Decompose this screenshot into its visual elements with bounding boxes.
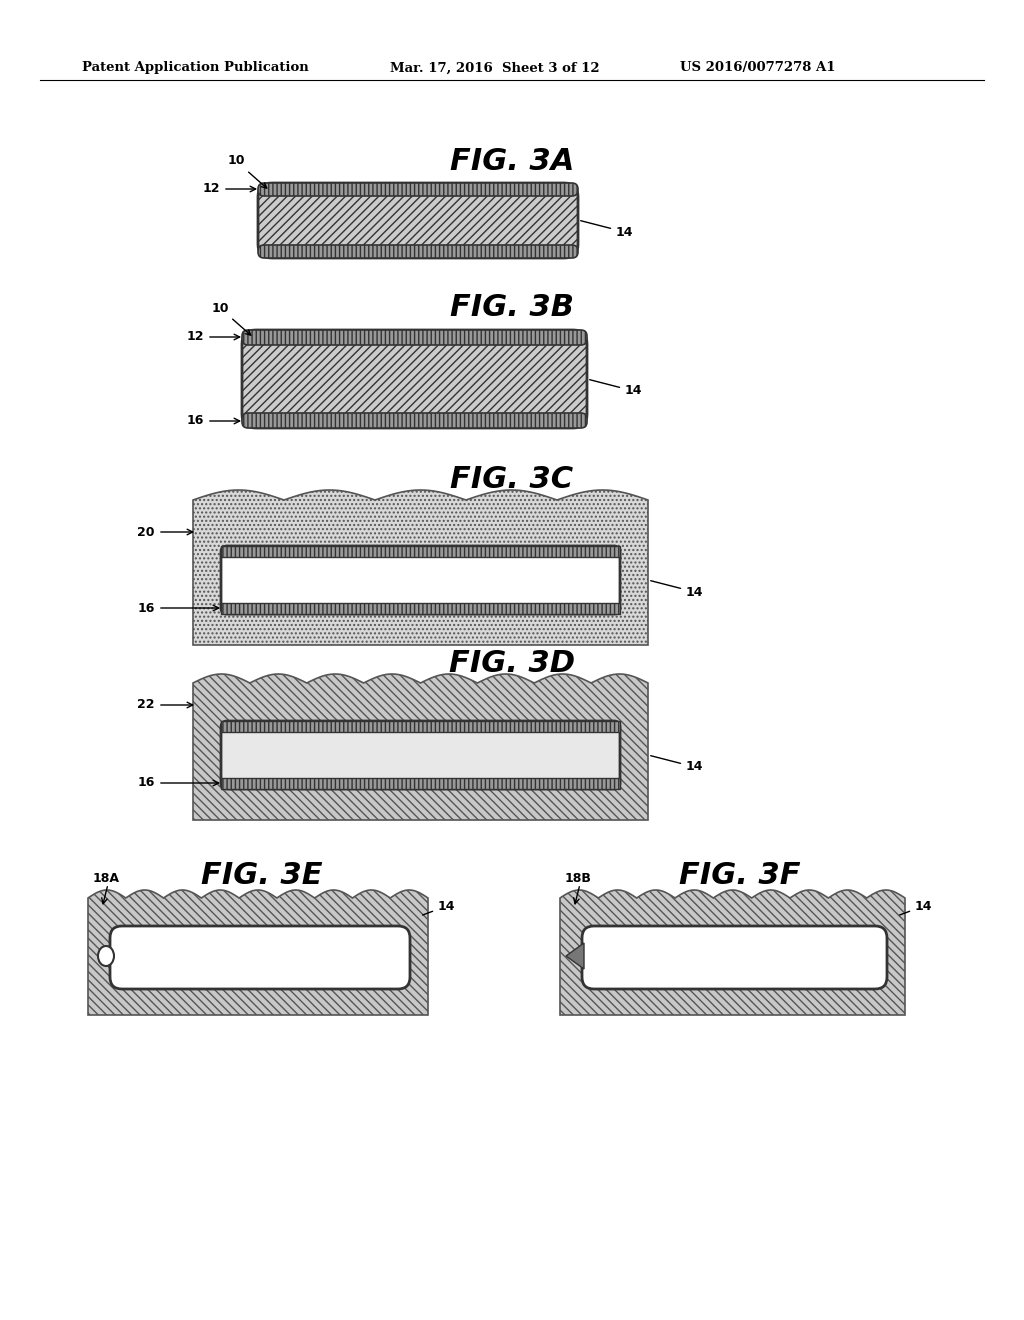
FancyBboxPatch shape [258,183,578,257]
Text: FIG. 3A: FIG. 3A [450,148,574,177]
Text: 10: 10 [227,154,267,189]
FancyBboxPatch shape [582,927,887,989]
Text: 14: 14 [590,380,642,397]
Polygon shape [193,490,648,645]
Bar [221,777,620,789]
FancyBboxPatch shape [110,927,410,989]
Text: FIG. 3C: FIG. 3C [451,466,573,495]
Text: Mar. 17, 2016  Sheet 3 of 12: Mar. 17, 2016 Sheet 3 of 12 [390,62,600,74]
Text: Patent Application Publication: Patent Application Publication [82,62,309,74]
FancyBboxPatch shape [242,330,587,428]
FancyBboxPatch shape [258,183,578,195]
Text: 22: 22 [137,698,155,711]
Text: 14: 14 [581,220,634,239]
Text: 14: 14 [423,899,456,915]
Bar [221,603,620,614]
Text: 12: 12 [203,182,220,195]
Text: 20: 20 [137,525,155,539]
Text: FIG. 3F: FIG. 3F [679,862,801,891]
FancyBboxPatch shape [221,721,620,789]
FancyBboxPatch shape [242,330,587,345]
Polygon shape [560,890,905,1015]
Text: 18B: 18B [565,871,592,884]
Text: 16: 16 [137,776,155,789]
Text: FIG. 3D: FIG. 3D [449,648,575,677]
Text: 10: 10 [211,301,251,335]
Bar [221,546,620,557]
Text: FIG. 3E: FIG. 3E [201,862,323,891]
Text: FIG. 3B: FIG. 3B [450,293,574,322]
Text: US 2016/0077278 A1: US 2016/0077278 A1 [680,62,836,74]
Polygon shape [193,675,648,820]
FancyBboxPatch shape [221,546,620,614]
Text: 14: 14 [650,755,703,774]
Text: 14: 14 [900,899,933,915]
FancyBboxPatch shape [242,413,587,428]
Polygon shape [566,942,584,969]
FancyBboxPatch shape [258,246,578,257]
Text: 14: 14 [650,581,703,598]
Text: 18A: 18A [93,871,120,884]
Bar [221,721,620,733]
Ellipse shape [98,946,114,966]
Text: 16: 16 [186,414,204,428]
Text: 12: 12 [186,330,204,343]
Text: 16: 16 [137,602,155,615]
Polygon shape [88,890,428,1015]
